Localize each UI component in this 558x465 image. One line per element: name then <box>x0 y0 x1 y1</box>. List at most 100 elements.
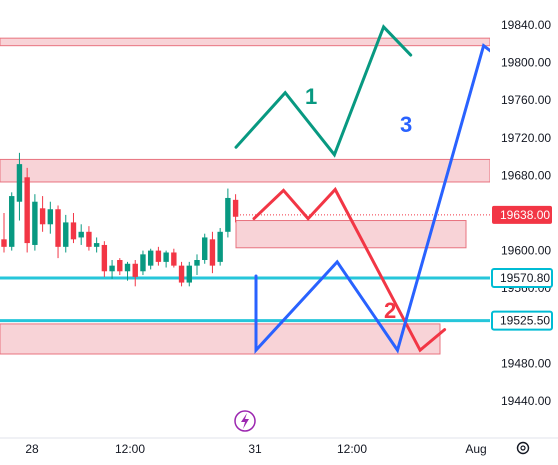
x-tick-label: 28 <box>25 442 39 456</box>
price-badges: 19638.00 19570.80 19525.50 <box>491 205 553 331</box>
candle <box>70 213 77 244</box>
y-tick-label: 19440.00 <box>501 394 551 408</box>
candle <box>32 194 38 251</box>
candle-body <box>163 252 169 262</box>
annotation-path-3 <box>254 43 510 355</box>
candle <box>78 224 84 245</box>
candle-body <box>132 263 138 277</box>
candle <box>178 261 185 287</box>
price-badge-label: 19570.80 <box>500 271 550 285</box>
candle <box>132 260 138 287</box>
horizontal-levels <box>0 276 490 323</box>
candle <box>47 201 54 234</box>
y-tick-label: 19760.00 <box>501 93 551 107</box>
candle-body <box>194 260 200 266</box>
y-tick-label: 19720.00 <box>501 131 551 145</box>
x-tick-label: 12:00 <box>337 442 367 456</box>
candle-body <box>202 237 208 260</box>
candle-body <box>9 196 15 247</box>
candle <box>39 196 46 232</box>
y-tick-label: 19800.00 <box>501 56 551 70</box>
annotation-label-1: 1 <box>305 84 317 109</box>
candle <box>163 250 169 268</box>
candle-body <box>117 260 123 272</box>
price-badge: 19525.50 <box>491 310 553 331</box>
annotation-labels: 1 3 2 <box>305 84 412 323</box>
candle-body <box>109 265 115 272</box>
x-tick-label: 31 <box>248 442 262 456</box>
candle <box>86 226 92 251</box>
candle <box>147 248 154 270</box>
price-badge-bg <box>491 268 553 289</box>
annotation-label-3: 3 <box>400 112 412 137</box>
candle <box>217 228 223 266</box>
candle-body <box>140 254 146 272</box>
candle-body <box>32 201 38 245</box>
candle <box>155 246 162 266</box>
price-badge-bg <box>491 310 553 331</box>
zone-1 <box>0 37 491 47</box>
candle-body <box>39 208 46 225</box>
candle <box>194 254 200 276</box>
candle <box>202 233 208 264</box>
candle <box>101 241 108 277</box>
candle-body <box>86 231 92 247</box>
y-tick-label: 19840.00 <box>501 18 551 32</box>
candle <box>209 231 216 274</box>
annotation-path-red <box>252 186 447 353</box>
y-tick-label: 19680.00 <box>501 168 551 182</box>
candle-body <box>47 209 54 225</box>
candle-body <box>93 243 100 247</box>
candles <box>1 152 239 287</box>
candle-body <box>209 239 216 266</box>
candle-body <box>70 222 77 240</box>
price-badge: 19638.00 <box>492 205 552 224</box>
candle <box>171 248 177 268</box>
candle-body <box>147 250 154 266</box>
candle <box>55 205 61 259</box>
candle <box>140 250 146 276</box>
candle-body <box>1 239 7 247</box>
annotation-path-1 <box>234 24 413 158</box>
candle <box>63 214 69 253</box>
x-tick-label: 12:00 <box>115 442 145 456</box>
zone-4 <box>0 323 441 355</box>
supply-demand-zones <box>0 37 491 355</box>
y-tick-label: 19480.00 <box>501 356 551 370</box>
candle-body <box>16 164 23 202</box>
time-axis[interactable]: 28 12:00 31 12:00 Aug <box>0 437 558 456</box>
candle <box>24 167 30 253</box>
candle-body <box>232 199 239 217</box>
price-badge-label: 19638.00 <box>500 208 550 222</box>
candle-body <box>225 197 231 232</box>
candle <box>186 261 192 287</box>
candle-body <box>78 231 84 238</box>
candle-body <box>24 177 30 244</box>
candle-body <box>124 263 131 272</box>
x-tick-label: Aug <box>465 442 486 456</box>
candle <box>9 192 15 251</box>
price-badge-label: 19525.50 <box>500 314 550 328</box>
candle-body <box>63 222 69 247</box>
price-badge-bg <box>492 205 552 224</box>
zone-2 <box>0 158 491 183</box>
candle <box>93 237 100 253</box>
candle-body <box>55 209 61 247</box>
price-badge: 19570.80 <box>491 268 553 289</box>
candle <box>225 188 231 238</box>
candle <box>232 194 239 223</box>
lightning-icon[interactable] <box>234 410 256 432</box>
candle-body <box>101 244 108 272</box>
candle-body <box>171 252 177 266</box>
candle-body <box>155 250 162 262</box>
candle-body <box>178 265 185 283</box>
y-tick-label: 19600.00 <box>501 244 551 258</box>
candle-body <box>186 265 192 283</box>
candle <box>109 260 115 279</box>
candle <box>1 213 7 253</box>
candle-body <box>217 231 223 262</box>
gear-icon[interactable] <box>516 441 530 455</box>
candle <box>117 258 123 276</box>
candle <box>124 261 131 281</box>
